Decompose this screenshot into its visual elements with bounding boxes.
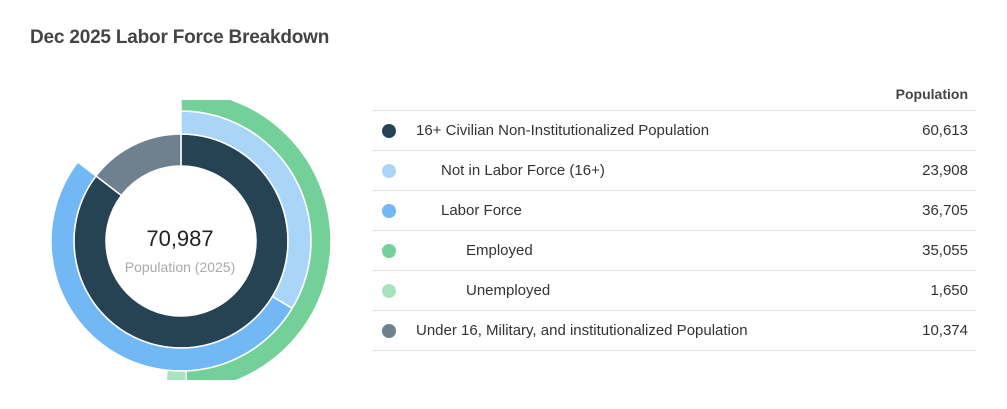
legend-dot-icon: [382, 204, 396, 218]
slice-unemployed[interactable]: [165, 369, 188, 380]
legend-dot-icon: [382, 284, 396, 298]
legend-row[interactable]: Not in Labor Force (16+) 23,908: [372, 151, 976, 191]
legend-value: 10,374: [922, 322, 968, 339]
legend-label: Employed: [466, 242, 533, 259]
legend-dot-icon: [382, 244, 396, 258]
legend-value: 23,908: [922, 162, 968, 179]
center-total-label: Population (2025): [124, 259, 236, 275]
legend-label: Labor Force: [441, 202, 522, 219]
legend-row[interactable]: Unemployed 1,650: [372, 271, 976, 311]
legend-value: 36,705: [922, 202, 968, 219]
legend-row[interactable]: 16+ Civilian Non-Institutionalized Popul…: [372, 111, 976, 151]
legend-header: Population: [372, 80, 976, 111]
legend-table: Population 16+ Civilian Non-Institutiona…: [372, 80, 976, 351]
legend-value: 35,055: [922, 242, 968, 259]
legend-label: 16+ Civilian Non-Institutionalized Popul…: [416, 122, 710, 139]
legend-value: 1,650: [930, 282, 968, 299]
legend-label: Not in Labor Force (16+): [441, 162, 605, 179]
slice-employed[interactable]: [180, 100, 332, 380]
center-total-value: 70,987: [146, 226, 214, 251]
legend-label: Unemployed: [466, 282, 551, 299]
legend-row[interactable]: Employed 35,055: [372, 231, 976, 271]
legend-dot-icon: [382, 164, 396, 178]
legend-row[interactable]: Labor Force 36,705: [372, 191, 976, 231]
chart-title: Dec 2025 Labor Force Breakdown: [30, 27, 330, 48]
legend-value: 60,613: [922, 122, 968, 139]
legend-label: Under 16, Military, and institutionalize…: [416, 322, 748, 339]
legend-dot-icon: [382, 324, 396, 338]
slice-under-16-military-and-institutionalized-population[interactable]: [94, 133, 182, 197]
legend-row[interactable]: Under 16, Military, and institutionalize…: [372, 311, 976, 351]
legend-dot-icon: [382, 124, 396, 138]
sunburst-chart: 70,987 Population (2025): [0, 100, 360, 380]
sunburst-svg: [50, 100, 332, 380]
